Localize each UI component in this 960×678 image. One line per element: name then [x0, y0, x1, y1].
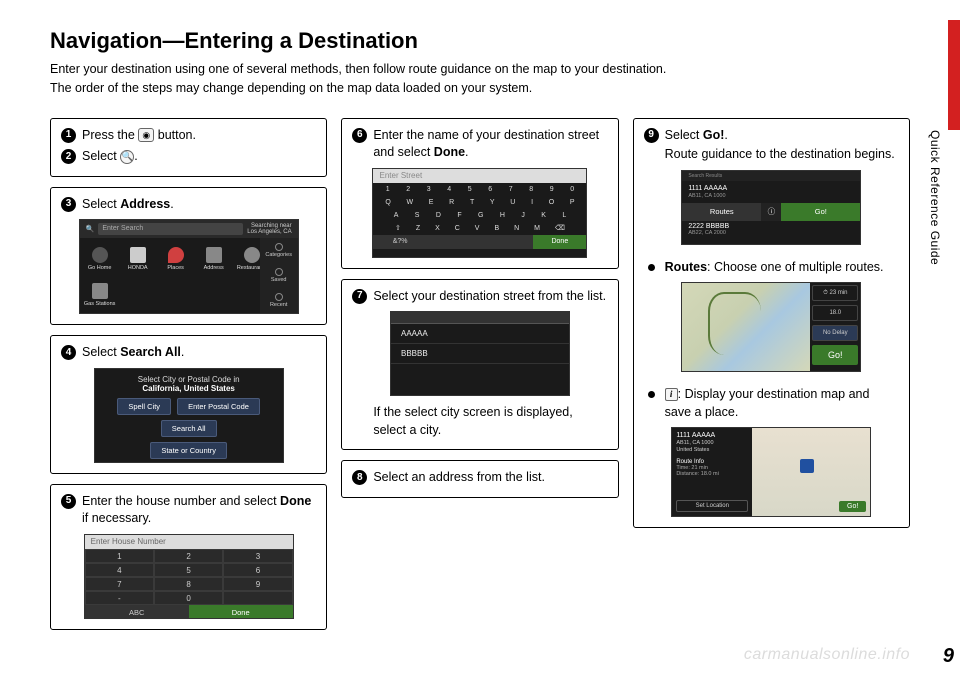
box-step-5: 5 Enter the house number and select Done…	[50, 484, 327, 630]
step-1-text: Press the ◉ button.	[82, 127, 316, 145]
step-3-text: Select Address.	[82, 196, 316, 214]
step-5-text: Enter the house number and select Done i…	[82, 493, 316, 528]
routes-bullet-text: Routes: Choose one of multiple routes.	[665, 259, 899, 277]
step-number-6: 6	[352, 128, 367, 143]
box-steps-1-2: 1 Press the ◉ button. 2 Select 🔍.	[50, 118, 327, 177]
step-9-text: Select Go!. Route guidance to the destin…	[665, 127, 899, 164]
intro-paragraph: Enter your destination using one of seve…	[50, 60, 910, 98]
column-3: 9 Select Go!. Route guidance to the dest…	[633, 118, 910, 630]
step-number-5: 5	[61, 494, 76, 509]
search-circle-icon: 🔍	[120, 150, 134, 164]
screenshot-search-all: Select City or Postal Code inCalifornia,…	[94, 368, 284, 463]
page-title: Navigation—Entering a Destination	[50, 28, 910, 54]
bullet-routes	[648, 264, 655, 271]
step-number-7: 7	[352, 289, 367, 304]
box-step-9: 9 Select Go!. Route guidance to the dest…	[633, 118, 910, 529]
watermark: carmanualsonline.info	[744, 646, 910, 664]
step-4-text: Select Search All.	[82, 344, 316, 362]
step-number-3: 3	[61, 197, 76, 212]
column-2: 6 Enter the name of your destination str…	[341, 118, 618, 630]
ss3-search-bar: Enter Search	[98, 223, 243, 235]
box-step-8: 8 Select an address from the list.	[341, 460, 618, 498]
box-step-7: 7 Select your destination street from th…	[341, 279, 618, 451]
box-step-3: 3 Select Address. 🔍 Enter Search Searchi…	[50, 187, 327, 326]
step-number-2: 2	[61, 149, 76, 164]
screenshot-street-list: AAAAA BBBBB	[390, 311, 570, 396]
bullet-info	[648, 391, 655, 398]
page-container: Navigation—Entering a Destination Enter …	[0, 0, 960, 678]
step-6-text: Enter the name of your destination stree…	[373, 127, 607, 162]
columns-layout: 1 Press the ◉ button. 2 Select 🔍. 3 S	[50, 118, 910, 630]
screenshot-routes-map: ⏱ 23 min 18.0 No Delay Go!	[681, 282, 861, 372]
step-number-1: 1	[61, 128, 76, 143]
box-step-6: 6 Enter the name of your destination str…	[341, 118, 618, 269]
screenshot-search-results: Search Results 1111 AAAAAAB11, CA 1000 R…	[681, 170, 861, 245]
column-1: 1 Press the ◉ button. 2 Select 🔍. 3 S	[50, 118, 327, 630]
step-2-text: Select 🔍.	[82, 148, 316, 166]
info-icon: i	[665, 388, 678, 401]
step-number-4: 4	[61, 345, 76, 360]
screenshot-address-menu: 🔍 Enter Search Searching nearLos Angeles…	[79, 219, 299, 314]
screenshot-house-number: Enter House Number 123 456 789 -0 ABC Do…	[84, 534, 294, 619]
box-step-4: 4 Select Search All. Select City or Post…	[50, 335, 327, 474]
step-number-9: 9	[644, 128, 659, 143]
step-number-8: 8	[352, 470, 367, 485]
step-7-subtext: If the select city screen is displayed, …	[373, 404, 607, 439]
screenshot-destination-map: 1111 AAAAA AB11, CA 1000 United States R…	[671, 427, 871, 517]
info-bullet-text: i: Display your destination map and save…	[665, 386, 899, 421]
screenshot-enter-street: Enter Street 1234567890 QWERTYUIOP ASDFG…	[372, 168, 587, 258]
nav-button-icon: ◉	[138, 128, 154, 142]
step-8-text: Select an address from the list.	[373, 469, 607, 487]
step-7-text: Select your destination street from the …	[373, 288, 607, 306]
page-number: 9	[943, 645, 954, 668]
